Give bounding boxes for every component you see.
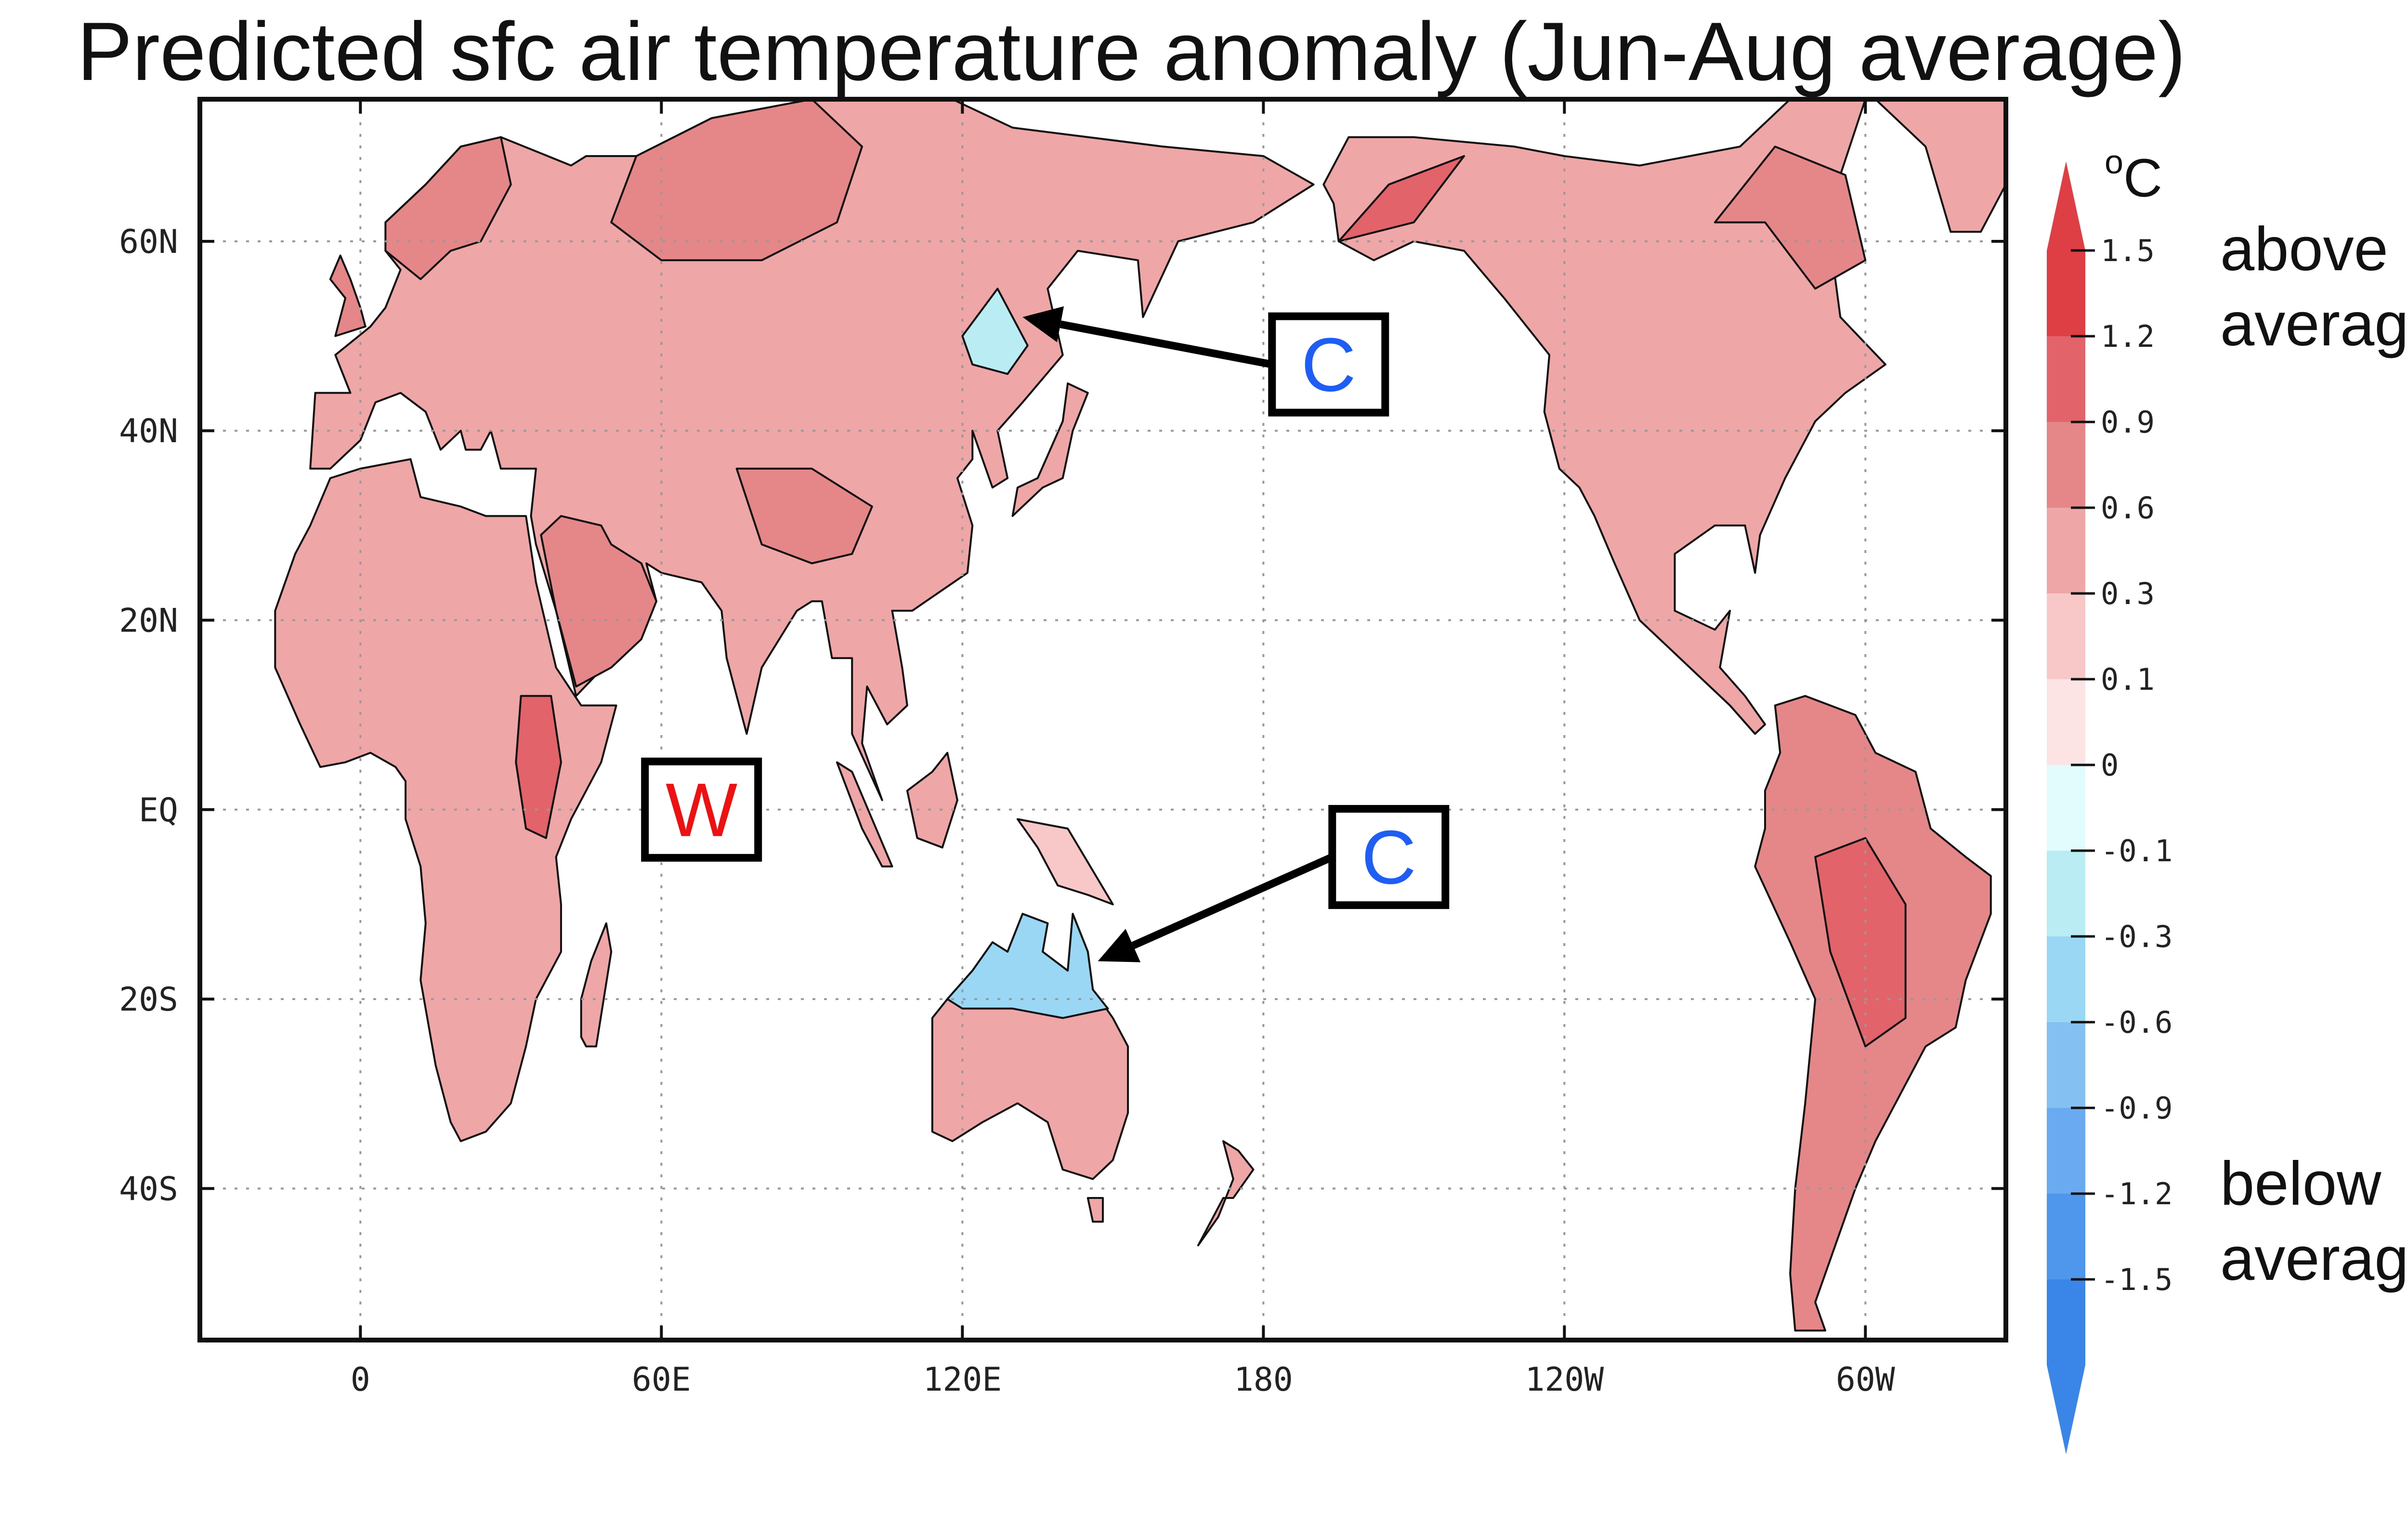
plot-frame [197, 97, 2008, 1342]
annotation-arrow-head [1098, 929, 1141, 962]
colorbar-tick-label: -1.5 [2101, 1262, 2172, 1297]
colorbar-top-arrow [2047, 161, 2085, 250]
land-arabia-hot [540, 515, 657, 688]
colorbar-segment [2047, 1108, 2085, 1194]
annotation-box [1268, 312, 1389, 417]
below-average-label: below average [2220, 1146, 2408, 1297]
colorbar-tick-label: -0.1 [2101, 833, 2172, 868]
land-east-africa-hot [515, 695, 562, 839]
colorbar-tick-label: 0 [2101, 748, 2119, 783]
land-indonesia-borneo [906, 751, 958, 849]
colorbar-unit-prefix: o [2105, 143, 2123, 181]
colorbar-bottom-arrow [2047, 1365, 2085, 1454]
axis-ticks: 0 60E 120E 180 120W 60W 60N 40N 20N EQ 20S 40S [119, 99, 2006, 1399]
land-tasmania [1086, 1197, 1104, 1223]
land-anomaly-layer [274, 99, 2006, 1332]
x-tick-label: 120W [1525, 1361, 1604, 1399]
below-word: below [2220, 1149, 2382, 1218]
colorbar-tick-label: -0.6 [2101, 1005, 2172, 1040]
annotation-box [1328, 805, 1450, 909]
annotation-label: C [1301, 323, 1356, 408]
colorbar-tick-label: 0.3 [2101, 576, 2155, 611]
y-tick-label: 20S [119, 981, 178, 1019]
colorbar-unit-text: C [2123, 148, 2162, 208]
annotations: C W C [641, 306, 1450, 962]
colorbar-segment [2047, 936, 2085, 1022]
colorbar-segment [2047, 250, 2085, 336]
colorbar-tick-label: 0.9 [2101, 405, 2155, 440]
x-tick-label: 60W [1836, 1361, 1895, 1399]
map-title: Predicted sfc air temperature anomaly (J… [77, 5, 2186, 98]
x-tick-label: 120E [923, 1361, 1002, 1399]
land-australia-cool [946, 913, 1109, 1019]
colorbar-segment [2047, 679, 2085, 765]
x-tick-label: 0 [351, 1361, 370, 1399]
land-brazil-hot [1814, 837, 1907, 1048]
colorbar-segment [2047, 765, 2085, 851]
above-average-label: above average [2220, 212, 2408, 362]
x-tick-label: 180 [1234, 1361, 1293, 1399]
colorbar-tick-label: 0.6 [2101, 490, 2155, 526]
annotation-label: C [1361, 815, 1416, 900]
colorbar-segment [2047, 1022, 2085, 1108]
land-manchuria-cool [961, 288, 1029, 375]
colorbar-segment [2047, 336, 2085, 422]
y-tick-label: EQ [139, 791, 178, 829]
colorbar-segment [2047, 593, 2085, 679]
land-new-guinea [1016, 818, 1114, 906]
land-new-zealand [1197, 1140, 1255, 1247]
annotation-box [641, 757, 762, 862]
land-madagascar [580, 922, 613, 1048]
annotation-arrow-line [1060, 320, 1273, 368]
colorbar-tick-label: 1.5 [2101, 233, 2155, 268]
land-siberia-hot [610, 99, 863, 262]
colorbar-segment [2047, 422, 2085, 508]
above-word: above [2220, 215, 2388, 284]
colorbar-tick-label: 1.2 [2101, 319, 2155, 354]
colorbar-tick-label: -0.9 [2101, 1091, 2172, 1126]
colorbar-segment [2047, 851, 2085, 936]
y-tick-label: 40N [119, 412, 178, 450]
above-average-word: average [2220, 290, 2408, 359]
y-tick-label: 20N [119, 602, 178, 640]
y-tick-label: 40S [119, 1170, 178, 1208]
land-tibet-hot [735, 467, 873, 565]
colorbar-segment [2047, 508, 2085, 593]
land-greenland [1874, 99, 2006, 233]
colorbar-segment [2047, 1279, 2085, 1365]
land-canada-hot [1714, 145, 1867, 290]
annotation-arrow-line [1131, 853, 1334, 949]
colorbar: 1.5 1.2 0.9 0.6 0.3 0.1 0 -0.1 -0.3 -0.6 -0.9 -1.2 -… [2047, 161, 2172, 1454]
land-alaska-hot [1337, 155, 1465, 242]
colorbar-tick-label: 0.1 [2101, 662, 2155, 697]
colorbar-tick-label: -1.2 [2101, 1176, 2172, 1211]
annotation-label: W [666, 768, 737, 853]
land-sumatra [836, 761, 893, 868]
colorbar-tick-label: -0.3 [2101, 919, 2172, 954]
x-tick-label: 60E [632, 1361, 691, 1399]
y-tick-label: 60N [119, 223, 178, 261]
land-africa [274, 458, 617, 1143]
land-scandinavia-hot [384, 136, 512, 280]
colorbar-unit: oC [2105, 143, 2162, 209]
gridlines [200, 99, 2006, 1340]
land-uk [329, 254, 366, 337]
annotation-arrow-head [1022, 306, 1064, 342]
land-japan [1011, 382, 1089, 517]
below-average-word: average [2220, 1224, 2408, 1294]
colorbar-segment [2047, 1194, 2085, 1279]
land-north-america [1322, 99, 1886, 735]
